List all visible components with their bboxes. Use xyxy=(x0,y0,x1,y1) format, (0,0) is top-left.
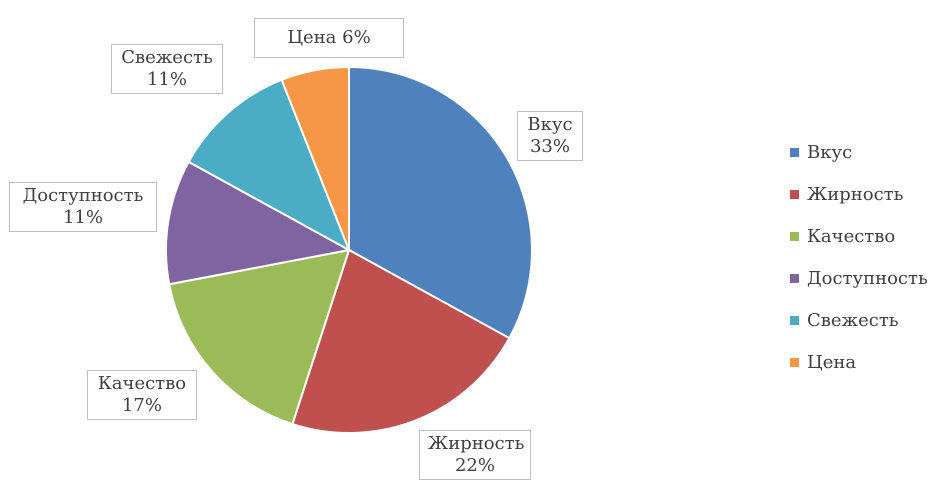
pie-slice-0 xyxy=(348,65,533,340)
pie-slice-4 xyxy=(187,78,351,253)
data-label-vkus: Вкус 33% xyxy=(517,111,583,161)
chart-legend: Вкус Жирность Качество Доступность Свеже… xyxy=(790,131,928,383)
data-label-vkus-name: Вкус xyxy=(527,114,573,135)
legend-item-zhirnost: Жирность xyxy=(790,173,928,215)
data-label-kachestvo-pct: 17% xyxy=(121,395,162,416)
legend-swatch xyxy=(790,147,799,157)
legend-label: Свежесть xyxy=(807,309,899,331)
data-label-kachestvo: Качество 17% xyxy=(87,370,197,420)
legend-label: Цена xyxy=(807,351,857,373)
data-label-svezhest-pct: 11% xyxy=(146,69,187,90)
legend-label: Качество xyxy=(807,225,896,247)
data-label-vkus-pct: 33% xyxy=(529,136,570,157)
legend-item-tsena: Цена xyxy=(790,341,928,383)
legend-item-dostupnost: Доступность xyxy=(790,257,928,299)
legend-swatch xyxy=(790,315,799,325)
pie-slice-3 xyxy=(165,160,352,286)
legend-label: Вкус xyxy=(807,141,853,163)
data-label-svezhest-name: Свежесть xyxy=(121,47,213,68)
pie-slice-1 xyxy=(291,248,511,434)
legend-swatch xyxy=(790,273,799,283)
data-label-dostupnost-pct: 11% xyxy=(62,207,103,228)
data-label-tsena-name: Цена xyxy=(287,27,337,48)
legend-swatch xyxy=(790,231,799,241)
data-label-zhirnost: Жирность 22% xyxy=(419,430,531,480)
data-label-tsena-text: Цена 6% xyxy=(263,27,395,49)
data-label-svezhest: Свежесть 11% xyxy=(111,44,223,94)
data-label-zhirnost-pct: 22% xyxy=(454,455,495,476)
legend-item-svezhest: Свежесть xyxy=(790,299,928,341)
legend-swatch xyxy=(790,357,799,367)
pie-slice-5 xyxy=(280,65,350,251)
data-label-dostupnost: Доступность 11% xyxy=(9,182,157,232)
legend-label: Доступность xyxy=(807,267,928,289)
data-label-tsena-pct: 6% xyxy=(342,27,371,48)
data-label-zhirnost-name: Жирность xyxy=(428,433,525,454)
data-label-dostupnost-name: Доступность xyxy=(22,185,144,206)
data-label-kachestvo-name: Качество xyxy=(97,373,187,394)
legend-item-kachestvo: Качество xyxy=(790,215,928,257)
data-label-tsena: Цена 6% xyxy=(254,18,404,58)
legend-swatch xyxy=(790,189,799,199)
legend-label: Жирность xyxy=(807,183,904,205)
legend-item-vkus: Вкус xyxy=(790,131,928,173)
pie-slices xyxy=(165,65,533,434)
pie-slice-2 xyxy=(168,248,351,426)
